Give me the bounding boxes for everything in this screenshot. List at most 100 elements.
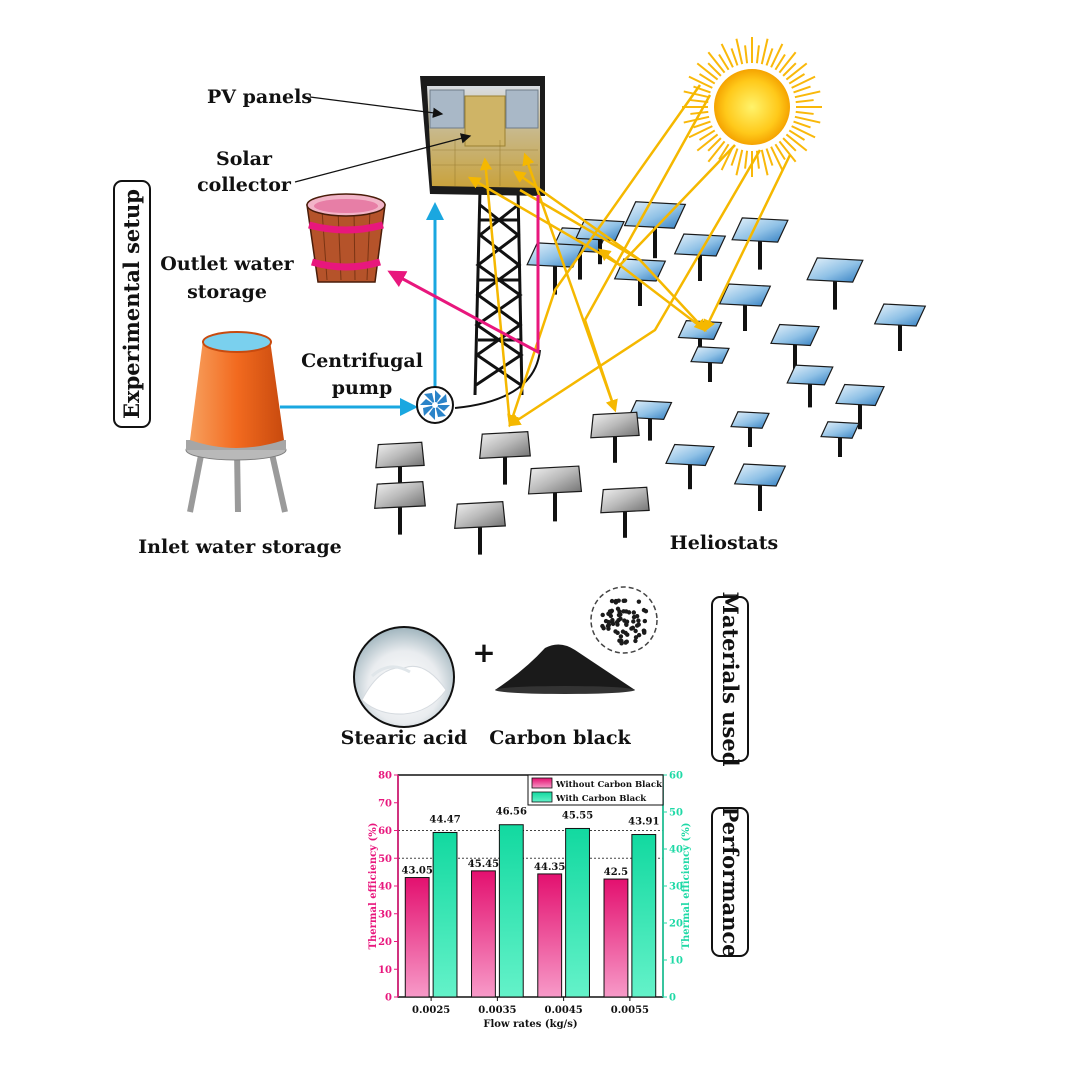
y-left-axis-label: Thermal efficiency (%) (368, 823, 379, 950)
y-left-tick-label: 60 (378, 826, 392, 837)
outlet-water-storage-icon (306, 193, 386, 283)
stearic-acid-label: Stearic acid (341, 727, 468, 749)
sun-ray (512, 170, 641, 262)
efficiency-chart: 43.05 44.47 0.0025 45.45 46.56 0.0035 44.35 45.… (368, 771, 692, 1031)
sun-ray (522, 152, 617, 411)
data-label: 46.56 (496, 807, 527, 818)
heliostat-mirror (627, 400, 673, 441)
section-title-materials: Materials used (718, 592, 743, 767)
sun-ray (507, 149, 762, 427)
heliostat-mirror (786, 364, 834, 408)
section-title-setup: Experimental setup (119, 189, 144, 419)
y-left-tick-label: 50 (378, 854, 392, 865)
heliostat-mirror (454, 501, 506, 555)
bar-with-carbon (631, 834, 657, 998)
outlet-pipe (387, 195, 540, 355)
solar-collector-receiver (420, 76, 545, 196)
legend-label-with: With Carbon Black (555, 794, 647, 804)
y-right-axis-label: Thermal efficiency (%) (681, 823, 692, 950)
heliostat-mirror (718, 283, 772, 331)
data-label: 45.55 (562, 810, 593, 821)
heliostats-label: Heliostats (670, 532, 778, 554)
heliostat-mirror (590, 411, 640, 463)
sun-rays (467, 84, 792, 428)
bar-with-carbon (432, 831, 458, 998)
bar-without-carbon (537, 873, 563, 998)
data-label: 45.45 (468, 859, 499, 870)
y-right-tick-label: 50 (669, 808, 683, 819)
carbon-black-label: Carbon black (489, 727, 631, 749)
label-arrows (294, 96, 472, 183)
x-tick-label: 0.0045 (544, 1005, 582, 1016)
y-right-tick-label: 20 (669, 919, 683, 930)
carbon-particle-icon (590, 586, 658, 654)
heliostat-mirror (479, 431, 531, 485)
data-label: 43.91 (628, 817, 659, 828)
sun-ray (507, 84, 702, 428)
legend-label-without: Without Carbon Black (555, 780, 663, 790)
y-left-tick-label: 40 (378, 882, 392, 893)
inlet-storage-label: Inlet water storage (138, 536, 341, 558)
y-left-tick-label: 70 (378, 798, 392, 809)
stearic-acid-icon (353, 626, 455, 728)
section-box-materials: Materials used (711, 592, 749, 767)
x-axis-label: Flow rates (kg/s) (483, 1019, 577, 1030)
bar-without-carbon (404, 877, 430, 998)
legend-swatch-without (531, 777, 553, 789)
heliostat-mirror (600, 486, 650, 538)
heliostat-mirror (374, 481, 426, 535)
heliostat-mirror (375, 441, 425, 493)
y-left-tick-label: 10 (378, 965, 392, 976)
heliostat-mirror (527, 465, 583, 522)
solar-tower (454, 189, 541, 409)
y-right-tick-label: 60 (669, 771, 683, 782)
heliostat-field (374, 201, 927, 555)
heliostat-mirror (806, 257, 864, 310)
sun-icon (682, 37, 822, 177)
data-label: 44.35 (534, 862, 565, 873)
data-label: 43.05 (402, 866, 433, 877)
heliostat-mirror (733, 463, 787, 511)
y-right-tick-label: 40 (669, 845, 683, 856)
heliostat-mirror (673, 233, 727, 281)
x-tick-label: 0.0055 (611, 1005, 649, 1016)
bar-with-carbon (498, 824, 524, 998)
heliostat-mirror (820, 421, 860, 457)
solar-collector-label-line1: Solar (216, 148, 273, 170)
outlet-storage-label-line1: Outlet water (160, 253, 294, 275)
chart-legend: Without Carbon Black With Carbon Black (527, 774, 664, 806)
bar-without-carbon (471, 870, 496, 998)
heliostat-mirror (873, 303, 927, 351)
data-label: 42.5 (604, 867, 628, 878)
data-label: 44.47 (429, 814, 460, 825)
bar-with-carbon (565, 827, 590, 998)
section-box-setup: Experimental setup (113, 180, 151, 428)
plus-sign: + (472, 636, 495, 669)
heliostat-mirror (731, 217, 789, 270)
x-tick-label: 0.0035 (478, 1005, 516, 1016)
pv-panels-label: PV panels (207, 86, 312, 108)
heliostat-mirror (770, 323, 820, 370)
solar-collector-label-line2: collector (197, 174, 292, 196)
heliostat-mirror (690, 346, 730, 382)
carbon-black-icon (495, 644, 635, 694)
bar-without-carbon (603, 878, 629, 998)
section-box-performance: Performance (711, 807, 749, 958)
y-right-tick-label: 0 (669, 993, 676, 1004)
y-right-tick-label: 30 (669, 882, 683, 893)
y-right-tick-label: 10 (669, 956, 683, 967)
pump-label-line2: pump (332, 377, 393, 399)
heliostat-mirror (730, 411, 770, 447)
legend-swatch-with (531, 791, 553, 803)
sun-ray (703, 154, 792, 333)
water-pipes (280, 195, 540, 416)
y-left-tick-label: 20 (378, 937, 392, 948)
y-left-tick-label: 30 (378, 909, 392, 920)
outlet-storage-label-line2: storage (187, 281, 267, 303)
inlet-water-storage-icon (185, 331, 288, 513)
y-left-tick-label: 0 (385, 993, 392, 1004)
heliostat-mirror (665, 443, 715, 490)
heliostat-mirror (526, 242, 584, 295)
pump-label-line1: Centrifugal (301, 350, 423, 372)
